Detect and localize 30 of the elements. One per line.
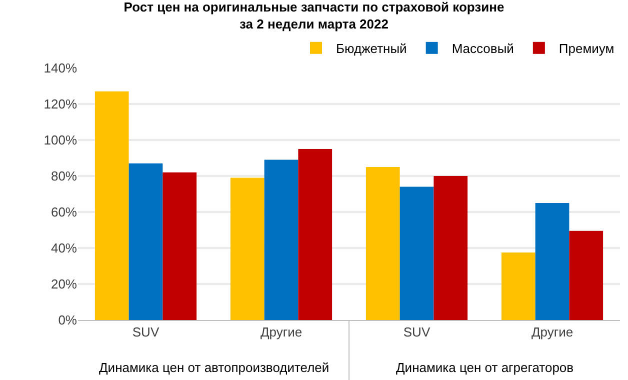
bar <box>230 178 264 320</box>
bar <box>264 160 298 320</box>
x-tick-label: Другие <box>260 324 302 340</box>
y-tick-label: 40% <box>50 240 78 256</box>
y-tick-label: 20% <box>50 276 78 292</box>
legend-label: Премиум <box>558 40 614 56</box>
y-tick-label: 140% <box>44 60 78 76</box>
bar <box>535 203 570 320</box>
legend-label: Массовый <box>452 40 514 56</box>
x-tick-label: SUV <box>403 324 430 340</box>
bar <box>94 91 129 320</box>
bar <box>366 167 400 320</box>
bar <box>128 163 163 320</box>
y-tick-label: 120% <box>44 96 78 112</box>
x-tick-label: SUV <box>132 324 160 340</box>
chart-title: Рост цен на оригинальные запчасти по страховой корзине за 2 недели марта 2022 <box>124 0 504 32</box>
bar <box>298 149 332 320</box>
y-tick-label: 0% <box>58 312 78 328</box>
text: Динамика цен от агрегаторов <box>396 360 574 375</box>
y-tick-label: 100% <box>44 132 78 148</box>
bar <box>569 230 604 320</box>
legend-label: Бюджетный <box>336 40 407 56</box>
x-tick-label: Другие <box>531 324 574 340</box>
bar <box>501 252 536 320</box>
text: Динамика цен от автопроизводителей <box>99 360 330 375</box>
y-tick-label: 80% <box>50 168 78 184</box>
bar <box>434 176 468 320</box>
bar <box>162 172 197 320</box>
y-tick-label: 60% <box>50 204 78 220</box>
bar <box>400 186 434 320</box>
